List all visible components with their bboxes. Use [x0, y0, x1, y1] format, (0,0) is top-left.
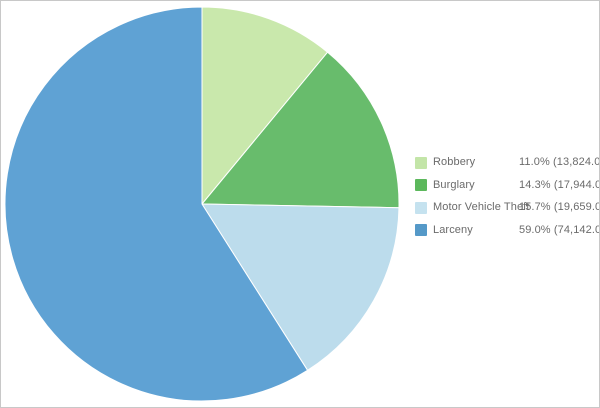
pie-slice-robbery[interactable] — [201, 6, 329, 206]
legend-swatch-larceny — [415, 224, 427, 236]
legend-label-burglary: Burglary — [433, 178, 475, 191]
legend-label-motor-vehicle-theft: Motor Vehicle Theft — [433, 201, 530, 213]
legend-value-robbery: 11.0% (13,824.0) — [519, 156, 600, 168]
legend-value-burglary: 14.3% (17,944.0) — [519, 178, 600, 191]
legend-swatch-burglary — [415, 179, 427, 191]
legend-value-motor-vehicle-theft: 15.7% (19,659.0) — [519, 201, 600, 213]
pie-slice-group — [4, 6, 400, 402]
pie-slice-burglary[interactable] — [200, 51, 400, 209]
legend-label-larceny: Larceny — [433, 223, 473, 236]
legend-swatch-robbery — [415, 156, 427, 169]
legend-item-burglary[interactable]: Burglary 14.3% (17,944.0) — [415, 174, 599, 197]
legend-item-larceny[interactable]: Larceny 59.0% (74,142.0) — [415, 219, 599, 242]
pie-slice-larceny[interactable] — [4, 6, 309, 402]
legend-swatch-motor-vehicle-theft — [415, 201, 427, 214]
chart-legend: Robbery 11.0% (13,824.0) Burglary 14.3% … — [415, 151, 599, 242]
legend-label-robbery: Robbery — [433, 156, 476, 168]
pie-slice-motor-vehicle-theft[interactable] — [201, 203, 400, 372]
legend-value-larceny: 59.0% (74,142.0) — [519, 223, 600, 236]
pie-chart-svg — [4, 6, 400, 402]
legend-item-robbery[interactable]: Robbery 11.0% (13,824.0) — [415, 151, 599, 174]
pie-chart-area — [1, 1, 411, 407]
legend-item-motor-vehicle-theft[interactable]: Motor Vehicle Theft 15.7% (19,659.0) — [415, 196, 599, 219]
